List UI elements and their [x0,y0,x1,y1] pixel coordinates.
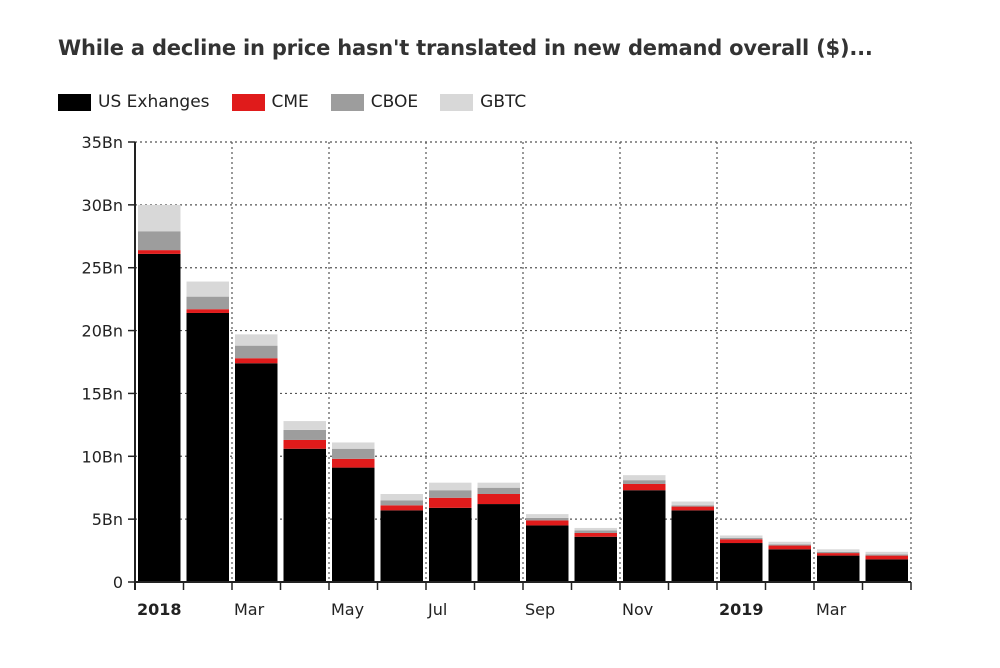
legend-label-cboe: CBOE [370,92,419,112]
legend-swatch-gbtc [440,93,474,111]
chart-title: While a decline in price hasn't translat… [58,36,873,60]
legend-label-gbtc: GBTC [480,92,527,112]
bar-segment-us-exhanges [623,490,666,582]
bar-segment-us-exhanges [186,312,229,582]
legend-item-cme[interactable]: CME [231,92,309,112]
bar-segment-gbtc [429,482,472,491]
bar-segment-cme [138,250,181,254]
bar-segment-cboe [477,487,520,494]
bar-segment-us-exhanges [429,507,472,582]
bar-segment-cme [477,494,520,505]
bar-segment-us-exhanges [671,510,714,582]
bar-segment-cboe [429,490,472,498]
y-tick-label: 10Bn [82,447,123,466]
bar-segment-us-exhanges [720,543,763,582]
bar-segment-gbtc [817,549,860,552]
y-tick-label: 35Bn [82,133,123,152]
bar-segment-gbtc [332,442,375,449]
x-tick-label: 2019 [719,600,764,619]
legend-swatch-cboe [330,93,364,111]
bar-segment-cboe [283,429,326,440]
bar-segment-cboe [623,480,666,484]
bar-segment-cme [380,505,423,511]
legend: US Exhanges CME CBOE GBTC [58,90,548,114]
bar-segment-gbtc [138,204,181,232]
bar-segment-gbtc [477,482,520,488]
y-tick-label: 25Bn [82,259,123,278]
bar-segment-cme [720,539,763,544]
bar-segment-cboe [574,530,617,533]
y-tick-label: 30Bn [82,196,123,215]
grid [135,141,912,582]
bar-segment-us-exhanges [138,253,181,582]
bar-segment-cme [574,532,617,537]
bar-segment-cme [526,520,569,526]
legend-item-gbtc[interactable]: GBTC [440,92,526,112]
bar-segment-cme [283,439,326,449]
bar-segment-cme [429,497,472,508]
bar-segment-us-exhanges [283,448,326,582]
x-tick-label: Mar [234,600,265,619]
bar-segment-gbtc [526,514,569,518]
bar-segment-cme [186,309,229,313]
bar-segment-cboe [186,296,229,310]
y-tick-label: 0 [113,573,123,592]
legend-swatch-cme [231,93,265,111]
legend-swatch-us-exchanges [58,93,91,111]
bar-segment-us-exhanges [768,549,811,582]
bar-segment-cboe [380,500,423,506]
legend-item-us-exchanges[interactable]: US Exhanges [58,92,210,112]
bar-segment-us-exhanges [235,363,278,582]
x-tick-label: Nov [622,600,653,619]
bar-segment-cboe [138,231,181,251]
bar-segment-cme [817,553,860,556]
bar-segment-gbtc [574,527,617,531]
bar-segment-us-exhanges [477,504,520,582]
bar-segment-cboe [526,517,569,521]
bar-segment-cme [671,506,714,511]
bar-segment-cboe [720,538,763,540]
bar-segment-cme [623,483,666,491]
bar-segment-gbtc [380,494,423,501]
legend-item-cboe[interactable]: CBOE [330,92,419,112]
bar-segment-cboe [768,544,811,546]
bar-segment-gbtc [671,501,714,506]
bar-segment-gbtc [235,334,278,346]
bar-segment-gbtc [623,475,666,481]
bar-segment-us-exhanges [574,536,617,582]
bar-segment-us-exhanges [865,559,908,582]
bar-segment-us-exhanges [380,510,423,582]
x-tick-label: 2018 [137,600,182,619]
bar-segment-gbtc [720,535,763,538]
bar-segment-cboe [235,345,278,359]
bar-segment-cboe [332,448,375,459]
bar-segment-gbtc [283,421,326,430]
axes: 0 5Bn 10Bn 15Bn 20Bn 25Bn 30Bn 35Bn 2018 Mar May Ju… [82,133,912,619]
y-tick-label: 15Bn [82,384,123,403]
bar-segment-cme [332,458,375,468]
bar-segment-cboe [671,505,714,507]
bar-segment-cme [865,555,908,560]
bar-segment-cme [235,358,278,364]
bar-segment-cme [768,545,811,550]
bar-segment-gbtc [865,551,908,555]
bar-segment-us-exhanges [526,525,569,582]
legend-label-cme: CME [271,92,309,112]
bars [138,204,908,582]
x-tick-label: Jul [427,600,447,619]
bar-segment-gbtc [768,541,811,545]
x-tick-label: May [331,600,364,619]
bar-segment-us-exhanges [817,555,860,582]
bar-segment-cboe [817,551,860,554]
bar-segment-cboe [865,554,908,556]
y-tick-label: 20Bn [82,322,123,341]
x-tick-label: Mar [816,600,847,619]
bar-segment-us-exhanges [332,467,375,582]
y-tick-label: 5Bn [92,510,123,529]
bar-segment-gbtc [186,281,229,297]
x-tick-label: Sep [525,600,555,619]
legend-label-us-exchanges: US Exhanges [98,92,210,112]
